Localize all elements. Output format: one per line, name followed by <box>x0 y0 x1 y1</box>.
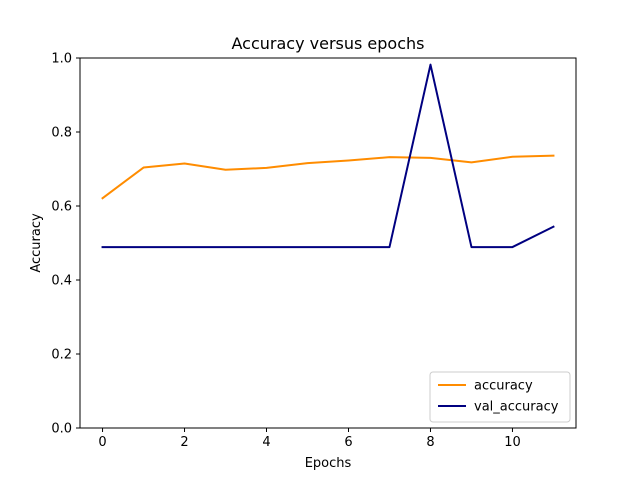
x-tick-label: 0 <box>98 435 106 450</box>
y-tick-label: 0.0 <box>51 422 72 437</box>
x-tick-label: 10 <box>504 435 521 450</box>
x-axis-ticks: 0 2 4 6 8 10 <box>98 428 521 450</box>
y-tick-label: 0.2 <box>51 348 72 363</box>
series-layer <box>101 63 555 249</box>
y-tick-label: 0.4 <box>51 274 72 289</box>
x-axis-label: Epochs <box>305 456 352 471</box>
y-tick-label: 0.6 <box>51 200 72 215</box>
legend: accuracy val_accuracy <box>429 371 571 423</box>
x-tick-label: 2 <box>180 435 188 450</box>
y-tick-label: 0.8 <box>51 126 72 141</box>
x-tick-label: 6 <box>344 435 352 450</box>
y-axis-ticks: 0.0 0.2 0.4 0.6 0.8 1.0 <box>51 52 80 437</box>
y-tick-label: 1.0 <box>51 52 72 67</box>
legend-label-val-accuracy: val_accuracy <box>474 400 559 415</box>
series-line-accuracy <box>101 154 555 200</box>
series-line-val-accuracy <box>101 63 555 249</box>
x-tick-label: 4 <box>262 435 270 450</box>
plot-frame <box>79 57 577 429</box>
legend-label-accuracy: accuracy <box>474 379 533 394</box>
x-tick-label: 8 <box>426 435 434 450</box>
y-axis-label: Accuracy <box>29 213 44 273</box>
chart-title: Accuracy versus epochs <box>232 34 425 53</box>
